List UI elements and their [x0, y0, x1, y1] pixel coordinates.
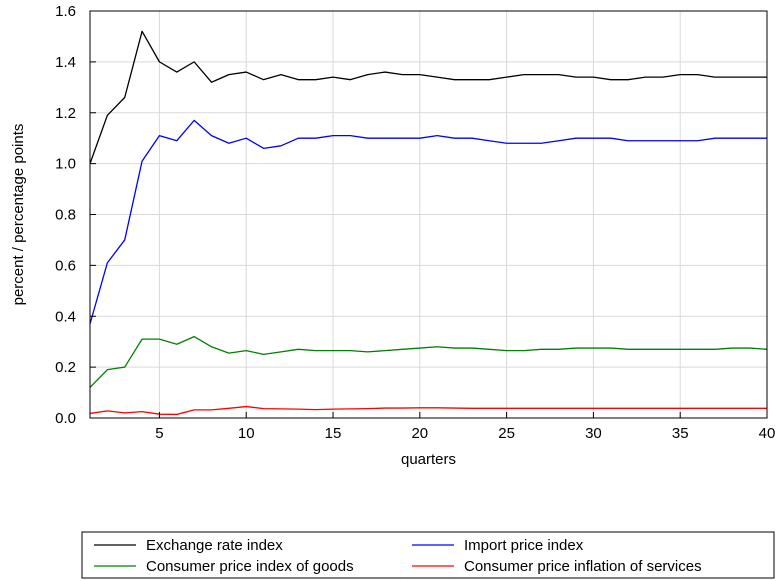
y-tick-labels: 0.0 0.2 0.4 0.6 0.8 1.0 1.2 1.4 1.6	[55, 3, 76, 427]
legend-label-exchange-rate-index: Exchange rate index	[146, 537, 283, 554]
x-tick-label: 40	[759, 425, 776, 442]
x-tick-label: 30	[585, 425, 602, 442]
x-tick-label: 10	[238, 425, 255, 442]
y-tick-label: 0.4	[55, 308, 76, 325]
y-tick-label: 0.8	[55, 207, 76, 224]
y-tick-label: 0.0	[55, 410, 76, 427]
x-tick-labels: 5 10 15 20 25 30 35 40	[155, 425, 775, 442]
y-tick-label: 1.6	[55, 3, 76, 20]
y-tick-label: 0.6	[55, 257, 76, 274]
series-line-consumer-price-index-of-goods	[89, 335, 768, 388]
axis-ticks	[90, 10, 768, 419]
x-tick-label: 15	[325, 425, 342, 442]
legend-box	[81, 531, 775, 579]
y-axis-title: percent / percentage points	[10, 124, 27, 306]
legend-label-consumer-price-inflation-of-services: Consumer price inflation of services	[464, 558, 702, 575]
x-tick-label: 25	[498, 425, 515, 442]
x-axis-title: quarters	[401, 451, 456, 468]
y-tick-label: 1.4	[55, 54, 76, 71]
legend-label-consumer-price-index-of-goods: Consumer price index of goods	[146, 558, 354, 575]
x-tick-label: 20	[411, 425, 428, 442]
x-tick-label: 35	[672, 425, 689, 442]
series-line-consumer-price-inflation-of-services	[89, 405, 767, 416]
y-tick-label: 1.2	[55, 105, 76, 122]
legend: Exchange rate index Import price index Con…	[81, 531, 775, 579]
series-line-exchange-rate-index	[89, 30, 767, 164]
y-tick-label: 1.0	[55, 156, 76, 173]
legend-label-import-price-index: Import price index	[464, 537, 584, 554]
series-layer	[89, 30, 768, 416]
x-tick-label: 5	[155, 425, 163, 442]
series-line-import-price-index	[89, 119, 767, 325]
grid	[90, 10, 768, 419]
y-tick-label: 0.2	[55, 359, 76, 376]
